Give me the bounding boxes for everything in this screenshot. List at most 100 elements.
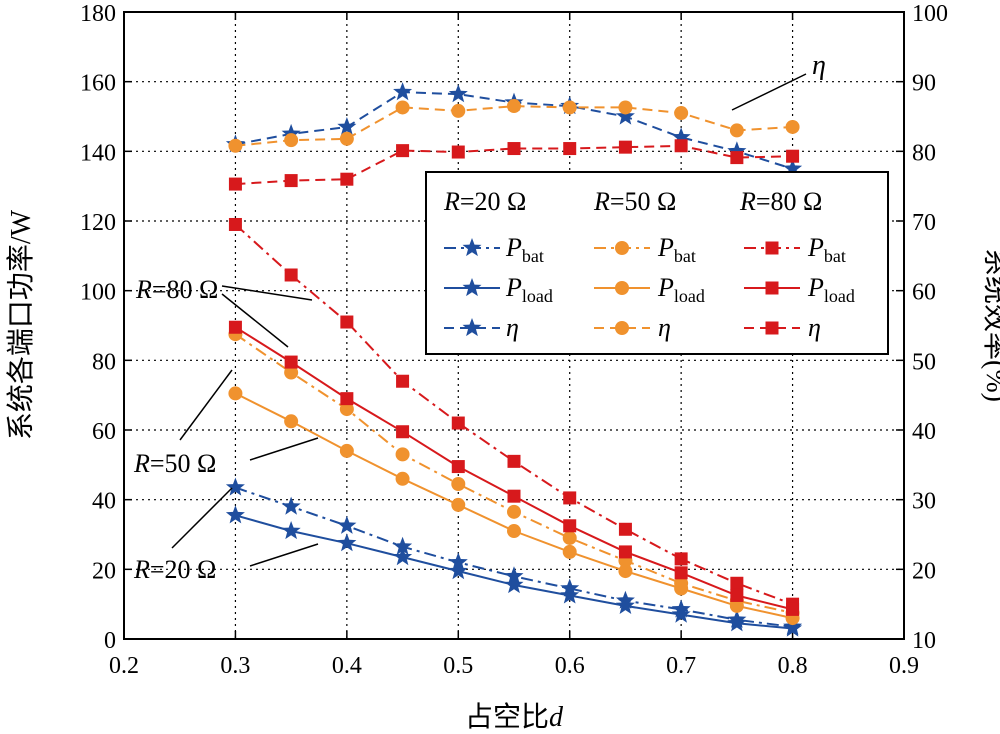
series-6-point-5 (507, 454, 521, 468)
legend-sample-marker-0-1 (462, 278, 482, 297)
y-tick-label-100: 100 (80, 280, 116, 306)
annotation-r20: R=20 Ω (133, 555, 216, 584)
y2-tick-label-90: 90 (912, 71, 936, 97)
series-5-point-8 (674, 106, 689, 121)
x-tick-label-0.8: 0.8 (778, 653, 808, 679)
series-5-point-4 (451, 103, 466, 118)
series-8-point-10 (786, 149, 800, 163)
legend: R=20 Ω R=50 Ω R=80 Ω Pbat Pload η Pbat P… (425, 171, 889, 355)
series-4-point-9 (729, 598, 744, 613)
y2-tick-label-20: 20 (912, 558, 936, 584)
series-5-point-9 (729, 123, 744, 138)
series-1-point-2 (337, 533, 357, 552)
y2-tick-label-80: 80 (912, 140, 936, 166)
annotations: R=80 Ω R=50 Ω R=20 Ω η (133, 50, 826, 584)
series-6-point-8 (674, 552, 688, 566)
series-5-point-7 (618, 100, 633, 115)
series-7-point-7 (618, 545, 632, 559)
series-1-point-1 (281, 521, 301, 540)
legend-sample-marker-2-2 (765, 321, 779, 335)
legend-sample-marker-2-0 (765, 241, 779, 255)
y-tick-label-40: 40 (92, 489, 116, 515)
legend-sample-marker-1-2 (615, 321, 629, 335)
series-4 (228, 386, 800, 626)
series-4-point-3 (395, 471, 410, 486)
legend-entry-r20-pload: Pload (505, 273, 553, 306)
series-5-point-10 (785, 119, 800, 134)
series-6-point-1 (284, 268, 298, 282)
series-5-point-3 (395, 100, 410, 115)
legend-entry-r50-pbat: Pbat (657, 233, 696, 266)
series-7-point-6 (563, 519, 577, 533)
legend-entry-r80-pbat: Pbat (807, 233, 846, 266)
series-8-point-7 (618, 140, 632, 154)
series-6-point-9 (730, 576, 744, 590)
series-2-point-1 (281, 123, 301, 142)
annotation-leader-20-b (249, 543, 319, 567)
legend-entry-r20-eta: η (506, 313, 519, 342)
y-tick-label-180: 180 (80, 1, 116, 27)
series-8-point-5 (507, 142, 521, 156)
series-8-point-3 (396, 144, 410, 158)
series-1-point-8 (671, 604, 691, 623)
series-6-point-6 (563, 491, 577, 505)
x-tick-label-0.3: 0.3 (220, 653, 250, 679)
series-7-point-9 (730, 588, 744, 602)
y-tick-label-80: 80 (92, 349, 116, 375)
series-1-point-5 (504, 575, 524, 594)
series-1-point-3 (393, 547, 413, 566)
series-7-point-3 (396, 425, 410, 439)
legend-entry-r80-eta: η (808, 313, 821, 342)
legend-sample-marker-0-0 (462, 238, 482, 257)
y2-tick-label-50: 50 (912, 349, 936, 375)
y2-tick-label-10: 10 (912, 628, 936, 654)
series-2-point-9 (727, 141, 747, 160)
y-tick-label-120: 120 (80, 210, 116, 236)
legend-header-r50: R=50 Ω (593, 187, 676, 216)
series-4-point-7 (618, 564, 633, 579)
series-5-point-2 (339, 131, 354, 146)
series-1-point-0 (225, 505, 245, 524)
y2-tick-label-100: 100 (912, 1, 948, 27)
legend-entry-r50-eta: η (658, 313, 671, 342)
series-0-point-3 (393, 536, 413, 555)
annotation-leader-80-a (221, 285, 313, 301)
plot-frame (123, 11, 905, 640)
series-8-point-4 (451, 145, 465, 159)
legend-entry-r20-pbat: Pbat (505, 233, 544, 266)
series-0-point-2 (337, 515, 357, 534)
series-6-point-7 (618, 522, 632, 536)
series-3-point-2 (339, 402, 354, 417)
series-0-point-0 (225, 477, 245, 496)
x-tick-label-0.6: 0.6 (555, 653, 585, 679)
series-7-point-10 (786, 602, 800, 616)
annotation-leader-eta (731, 73, 807, 111)
series-5-point-5 (507, 99, 521, 114)
series-0-point-1 (281, 496, 301, 515)
series-4-point-6 (562, 544, 577, 559)
series-3-point-6 (562, 530, 577, 545)
legend-line-samples (444, 238, 800, 337)
series-8-point-1 (284, 174, 298, 188)
series-7-point-2 (340, 392, 354, 406)
legend-box (425, 171, 889, 355)
series-8-line (235, 144, 793, 186)
series-8-point-0 (228, 177, 242, 191)
series-6-point-3 (396, 374, 410, 388)
series-7-point-1 (284, 355, 298, 369)
y-tick-label-160: 160 (80, 71, 116, 97)
x-tick-label-0.4: 0.4 (332, 653, 362, 679)
x-tick-label-0.9: 0.9 (889, 653, 919, 679)
annotation-leader-50-a (179, 369, 233, 441)
series-1-point-6 (560, 585, 580, 604)
series-5-point-0 (228, 138, 243, 153)
series-3-point-4 (451, 476, 466, 491)
annotation-eta: η (812, 50, 826, 81)
series-5 (228, 99, 800, 153)
series-4-point-4 (451, 497, 466, 512)
series-2 (225, 82, 803, 177)
annotation-leader-50-b (249, 437, 319, 461)
series-6-point-4 (451, 416, 465, 430)
y-tick-label-0: 0 (104, 628, 116, 654)
series-6-point-0 (228, 217, 242, 231)
